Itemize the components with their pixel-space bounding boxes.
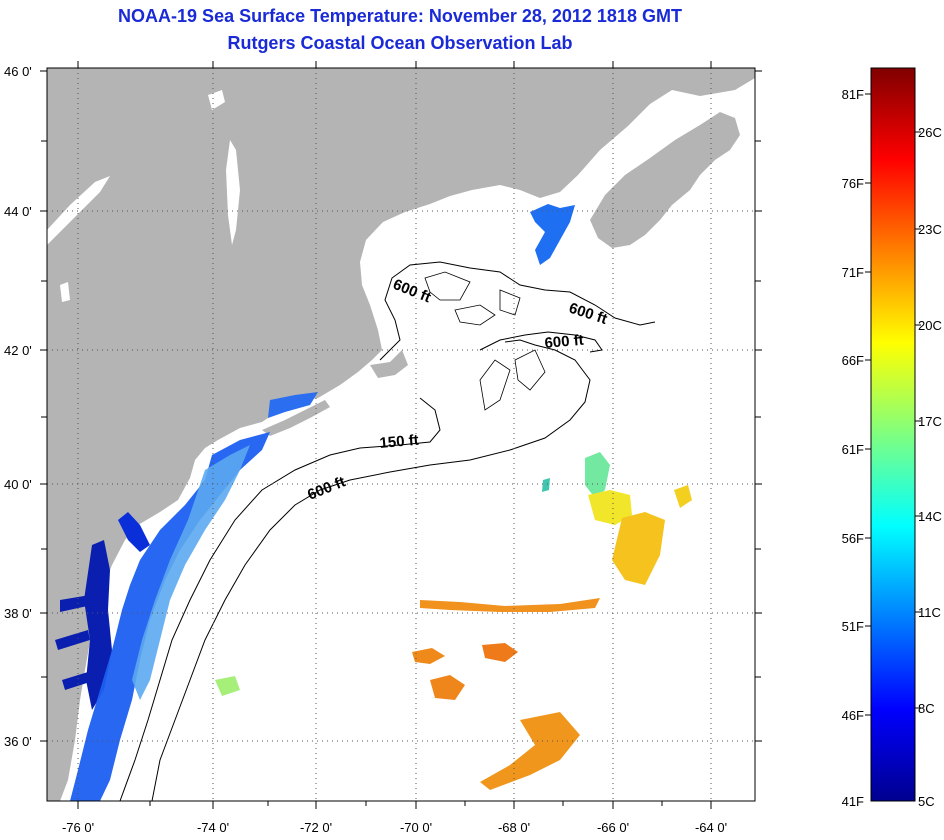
colorbar-f-label: 41F bbox=[842, 794, 864, 809]
lon-tick-label: -70 0' bbox=[400, 820, 432, 835]
inland-lake bbox=[47, 176, 110, 245]
sst-patch-orange bbox=[480, 712, 580, 790]
sst-gulf-of-maine-patch bbox=[530, 204, 575, 265]
chesapeake-bay bbox=[84, 540, 112, 710]
us-coast-land bbox=[47, 68, 755, 801]
temperature-colorbar: 81F 76F 71F 66F 61F 56F 51F 46F 41F 26C … bbox=[842, 67, 942, 809]
colorbar-gradient bbox=[870, 67, 916, 802]
sst-patch-teal bbox=[542, 478, 550, 492]
sst-patch-green bbox=[585, 452, 610, 498]
lat-tick-label: 46 0' bbox=[4, 64, 32, 79]
chesapeake-tributary bbox=[55, 595, 92, 690]
cape-cod-land bbox=[370, 350, 408, 378]
contour-label: 150 ft bbox=[379, 432, 420, 452]
sst-patch-orange bbox=[430, 675, 465, 700]
lat-tick-label: 40 0' bbox=[4, 477, 32, 492]
sst-patch-yellow-orange bbox=[612, 512, 665, 585]
lon-tick-label: -68 0' bbox=[498, 820, 530, 835]
colorbar-f-label: 66F bbox=[842, 353, 864, 368]
colorbar-f-label: 81F bbox=[842, 87, 864, 102]
sst-coastal-band bbox=[70, 432, 270, 801]
colorbar-f-label: 61F bbox=[842, 442, 864, 457]
colorbar-f-label: 71F bbox=[842, 265, 864, 280]
colorbar-c-label: 5C bbox=[918, 794, 935, 809]
colorbar-f-label: 56F bbox=[842, 531, 864, 546]
contour-gulf-inner bbox=[424, 271, 546, 411]
long-island-land bbox=[262, 400, 330, 436]
contour-600ft-gulf bbox=[379, 261, 656, 361]
colorbar-f-label: 46F bbox=[842, 708, 864, 723]
colorbar-c-label: 17C bbox=[918, 414, 942, 429]
colorbar-c-label: 26C bbox=[918, 125, 942, 140]
sst-patch-orange bbox=[482, 643, 518, 662]
sst-patch-orange bbox=[412, 648, 445, 664]
map-subtitle: Rutgers Coastal Ocean Observation Lab bbox=[227, 33, 573, 53]
tick-marks bbox=[40, 61, 762, 809]
contour-label: 600 ft bbox=[544, 332, 585, 352]
contour-150ft bbox=[119, 397, 441, 801]
map-panel[interactable]: 46 0' 44 0' 42 0' 40 0' 38 0' 36 0' -76 … bbox=[4, 61, 762, 835]
map-title: NOAA-19 Sea Surface Temperature: Novembe… bbox=[118, 6, 682, 26]
delaware-bay bbox=[118, 512, 150, 552]
map-frame bbox=[46, 67, 756, 802]
lat-tick-label: 36 0' bbox=[4, 734, 32, 749]
lon-tick-label: -66 0' bbox=[597, 820, 629, 835]
lon-tick-label: -76 0' bbox=[62, 820, 94, 835]
colorbar-c-label: 8C bbox=[918, 701, 935, 716]
lat-tick-label: 38 0' bbox=[4, 606, 32, 621]
nova-scotia-land bbox=[590, 112, 740, 248]
contour-600ft-shelf-edge bbox=[151, 339, 591, 801]
colorbar-f-label: 76F bbox=[842, 176, 864, 191]
inland-lake bbox=[60, 282, 70, 302]
sst-patch-gold bbox=[674, 485, 692, 508]
sst-patch-green-small bbox=[215, 676, 240, 696]
sst-patch-yellow bbox=[588, 490, 632, 525]
colorbar-c-label: 23C bbox=[918, 222, 942, 237]
inland-lake bbox=[226, 140, 240, 245]
lon-tick-label: -72 0' bbox=[300, 820, 332, 835]
colorbar-f-label: 51F bbox=[842, 619, 864, 634]
lon-tick-label: -74 0' bbox=[197, 820, 229, 835]
contour-600ft-georges bbox=[479, 331, 603, 353]
colorbar-c-label: 11C bbox=[918, 605, 941, 620]
lon-tick-label: -64 0' bbox=[695, 820, 727, 835]
sst-longisland-sound bbox=[268, 392, 318, 418]
colorbar-c-label: 14C bbox=[918, 509, 942, 524]
inland-lake bbox=[208, 90, 225, 110]
lat-tick-label: 42 0' bbox=[4, 343, 32, 358]
colorbar-c-label: 20C bbox=[918, 318, 942, 333]
lat-tick-label: 44 0' bbox=[4, 204, 32, 219]
sst-coastal-band-light bbox=[132, 445, 250, 700]
sst-patch-orange bbox=[420, 598, 600, 612]
lat-lon-grid bbox=[47, 68, 755, 801]
